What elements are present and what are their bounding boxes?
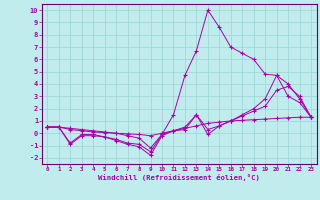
X-axis label: Windchill (Refroidissement éolien,°C): Windchill (Refroidissement éolien,°C) bbox=[98, 174, 260, 181]
